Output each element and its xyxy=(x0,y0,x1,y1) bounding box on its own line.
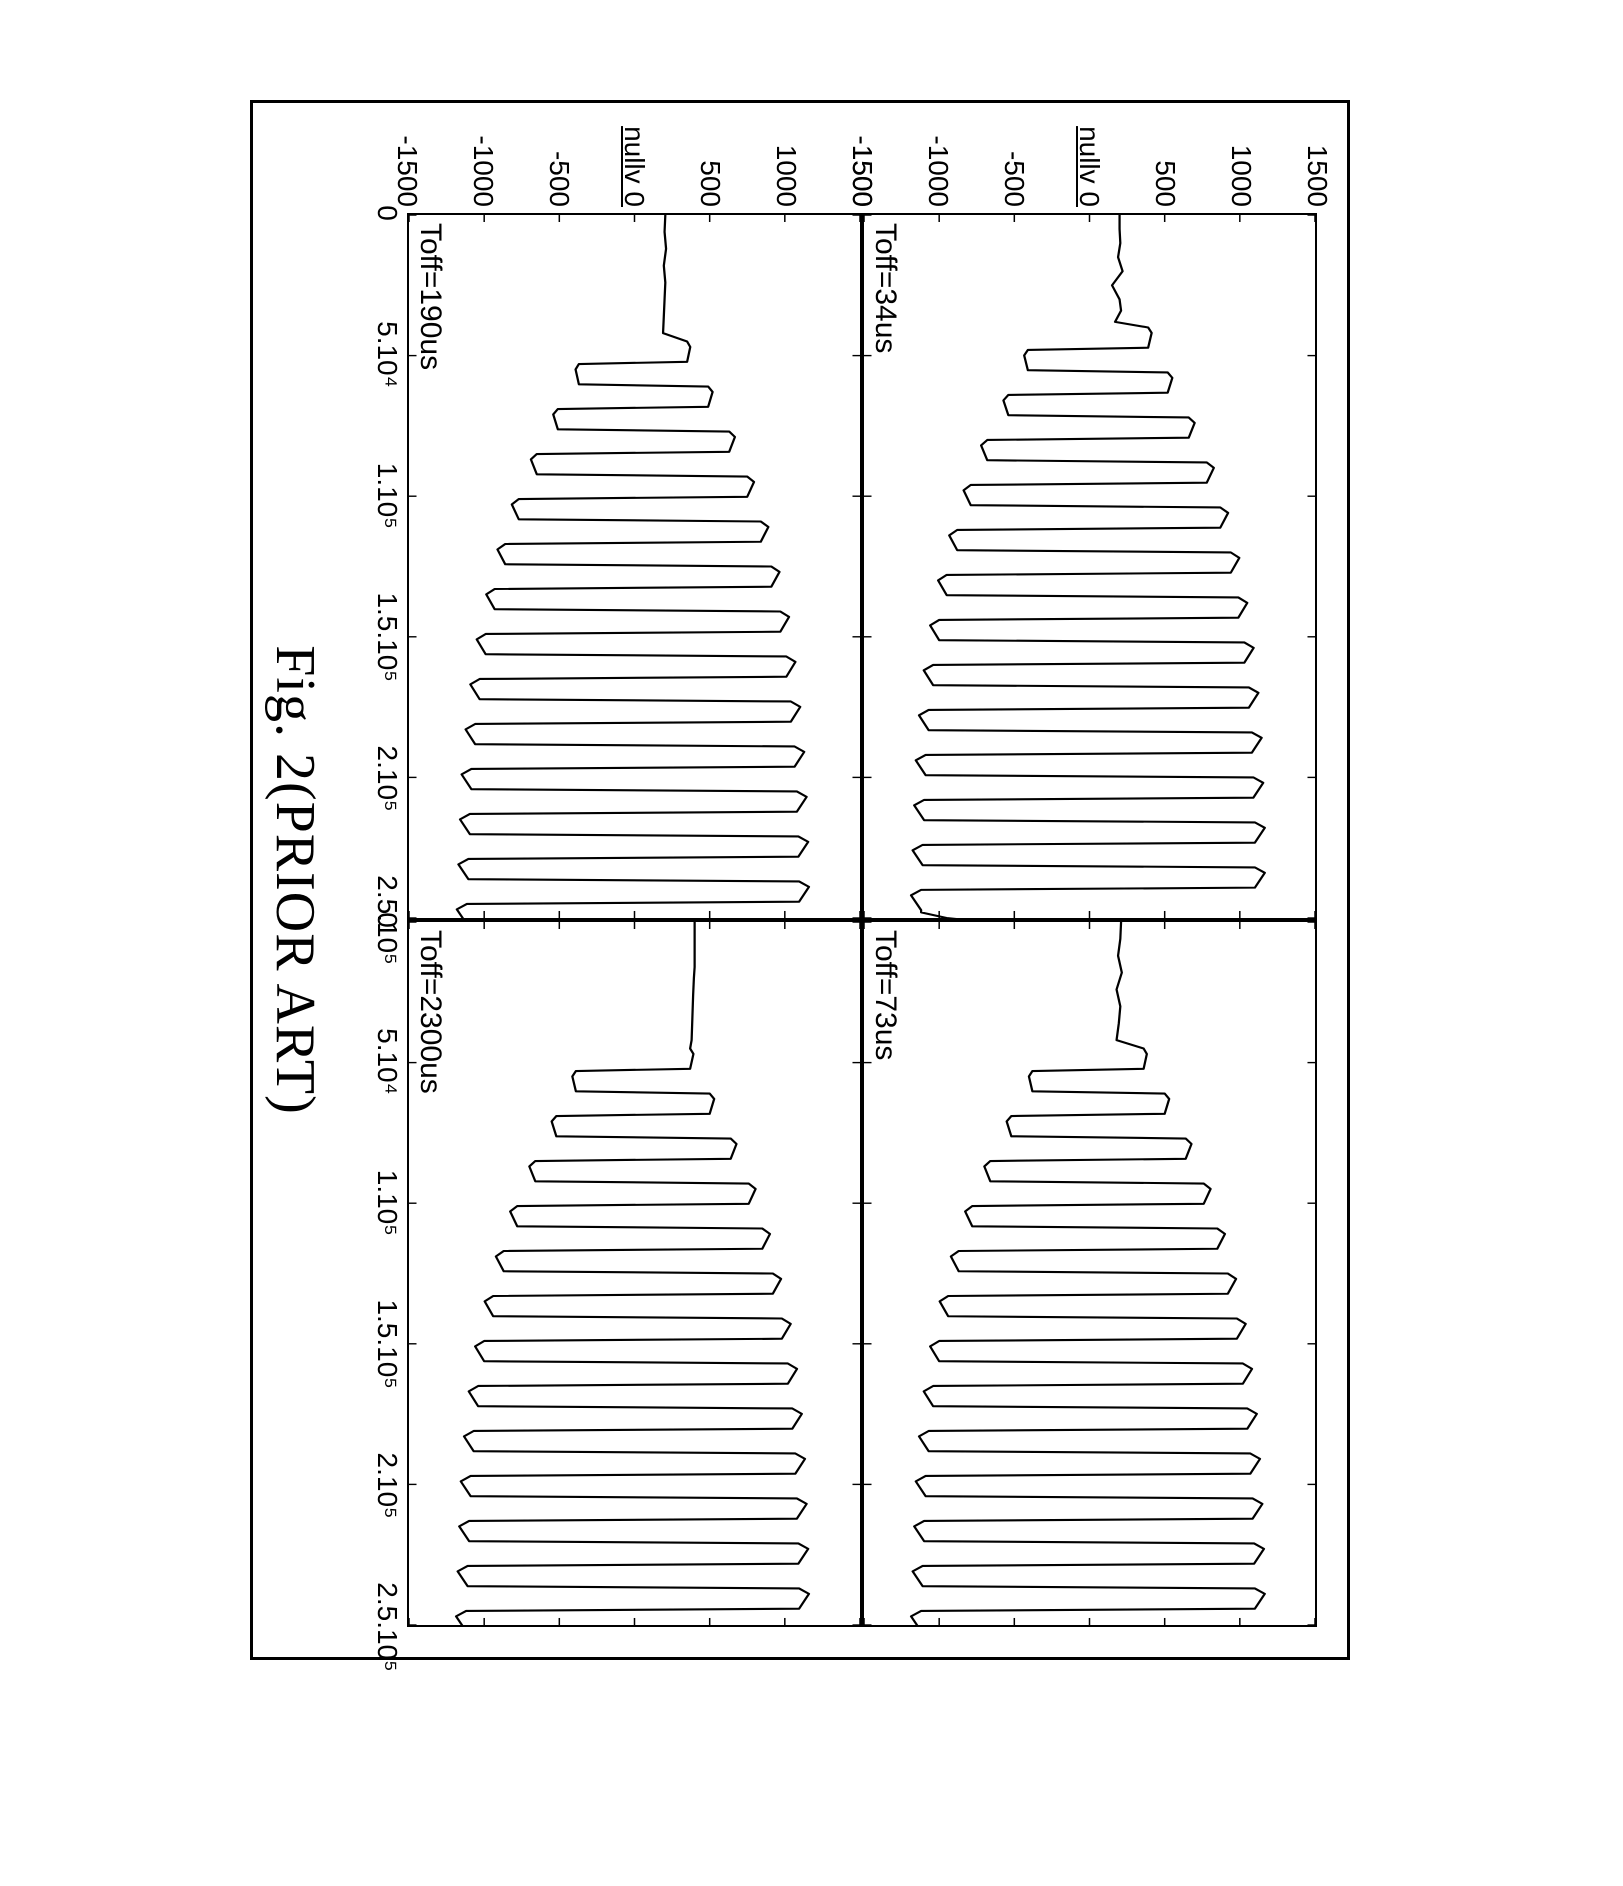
xaxis-right: 05.10⁴1.10⁵1.5.10⁵2.10⁵2.5.10⁵ xyxy=(357,920,407,1627)
xtick-label: 1.10⁵ xyxy=(371,1170,403,1236)
panel-top-left: Toff=34us xyxy=(862,213,1317,920)
xtick-label: 1.10⁵ xyxy=(371,463,403,529)
yaxis-row1: 15001000500nullv 0-500-1000-1500 xyxy=(862,133,1317,213)
panel-bottom-left: Toff=190us xyxy=(407,213,862,920)
figure-frame: 1500 1000 500 nullv 0 -500 -1000 -1500 Toff=34… xyxy=(250,100,1350,1660)
ytick-label: 1500 xyxy=(1301,145,1333,207)
toff-label: Toff=34us xyxy=(868,223,902,353)
panel-bottom-right: Toff=2300us xyxy=(407,920,862,1627)
xtick-label: 2.10⁵ xyxy=(371,746,403,812)
signal-trace xyxy=(457,215,809,918)
ytick-label: 1000 xyxy=(1225,145,1257,207)
ytick-label: -500 xyxy=(543,151,575,207)
toff-label: Toff=73us xyxy=(868,930,902,1060)
xtick-label: 5.10⁴ xyxy=(371,1028,403,1095)
xaxis-left: 05.10⁴1.10⁵1.5.10⁵2.10⁵2.5.10⁵ xyxy=(357,213,407,920)
ytick-label: 1500 xyxy=(846,145,878,207)
ytick-label: nullv 0 xyxy=(619,126,651,207)
xtick-label: 5.10⁴ xyxy=(371,321,403,388)
rotated-container: 1500 1000 500 nullv 0 -500 -1000 -1500 Toff=34… xyxy=(250,100,1350,1660)
xtick-label: 1.5.10⁵ xyxy=(371,1299,403,1388)
ytick-label: nullv 0 xyxy=(1074,126,1106,207)
ytick-label: 500 xyxy=(1149,160,1181,207)
xtick-label: 1.5.10⁵ xyxy=(371,592,403,681)
panel-top-right: Toff=73us xyxy=(862,920,1317,1627)
toff-label: Toff=2300us xyxy=(413,930,447,1094)
yaxis-row2: 15001000500nullv 0-500-1000-1500 xyxy=(407,133,862,213)
xtick-label: 0 xyxy=(371,205,403,221)
panel-grid: 15001000500nullv 0-500-1000-1500 Toff=34… xyxy=(357,133,1317,1627)
ytick-label: 1000 xyxy=(770,145,802,207)
waveform-svg xyxy=(864,922,1315,1625)
toff-label: Toff=190us xyxy=(413,223,447,370)
ytick-label: 500 xyxy=(694,160,726,207)
ytick-label: -1000 xyxy=(467,135,499,207)
signal-trace xyxy=(456,922,809,1625)
xtick-label: 2.10⁵ xyxy=(371,1453,403,1519)
signal-trace xyxy=(911,215,1265,918)
ytick-label: -1000 xyxy=(922,135,954,207)
waveform-svg xyxy=(409,922,860,1625)
xtick-label: 2.5.10⁵ xyxy=(371,1582,403,1671)
figure-caption: Fig. 2(PRIOR ART) xyxy=(263,133,327,1627)
ytick-label: -500 xyxy=(998,151,1030,207)
signal-trace xyxy=(911,922,1265,1625)
waveform-svg xyxy=(864,215,1315,918)
waveform-svg xyxy=(409,215,860,918)
ytick-label: -1500 xyxy=(391,135,423,207)
xtick-label: 0 xyxy=(371,912,403,928)
